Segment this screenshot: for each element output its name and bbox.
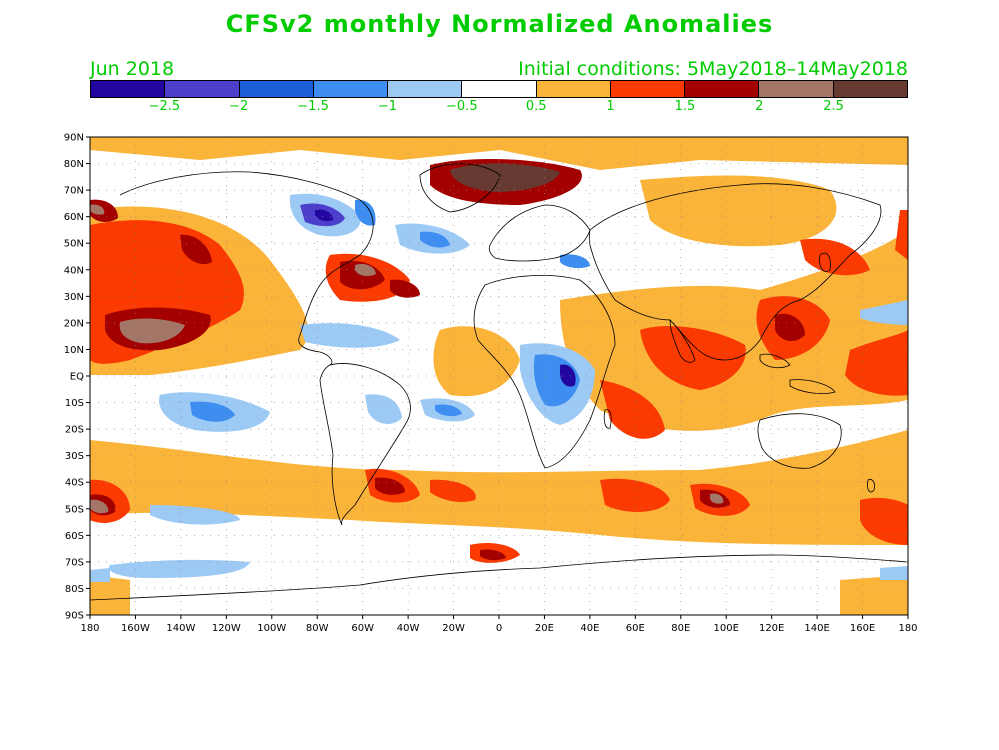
lat-tick-label: 40N [64, 265, 84, 276]
colorbar-labels: −2.5 −2 −1.5 −1 −0.5 0.5 1 1.5 2 2.5 [90, 99, 908, 117]
forecast-month: Jun 2018 [90, 58, 175, 80]
lon-tick-label: 120E [759, 623, 784, 634]
lat-tick-label: 10S [65, 398, 84, 409]
colorbar-swatch [610, 81, 686, 97]
colorbar-label: −2 [229, 99, 249, 114]
lon-tick-label: 140E [804, 623, 829, 634]
lat-tick-label: EQ [70, 372, 84, 383]
lat-tick-label: 20N [64, 318, 84, 329]
lat-tick-label: 90S [65, 611, 84, 622]
lat-tick-label: 80S [65, 584, 84, 595]
lat-tick-label: 10N [64, 345, 84, 356]
lon-tick-label: 20W [442, 623, 465, 634]
colorbar-swatch [685, 81, 760, 97]
map-ticks: 180 160W 140W 120W 100W 80W 60W 40W 20W 0 20E 40E 60… [64, 133, 918, 635]
lon-tick-label: 20E [535, 623, 554, 634]
lat-tick-label: 30N [64, 292, 84, 303]
lat-tick-label: 80N [64, 159, 84, 170]
colorbar-swatch [759, 81, 834, 97]
colorbar-swatch [536, 81, 611, 97]
colorbar-label: 1 [606, 99, 615, 114]
map-frame [89, 136, 909, 616]
lat-tick-label: 50S [65, 504, 84, 515]
lon-tick-label: 100E [714, 623, 739, 634]
lon-tick-label: 100W [257, 623, 286, 634]
lon-tick-label: 140W [166, 623, 195, 634]
lon-tick-label: 180 [80, 623, 99, 634]
colorbar-label: −2.5 [148, 99, 181, 114]
lat-tick-label: 20S [65, 425, 84, 436]
lon-tick-label: 40E [580, 623, 599, 634]
anomaly-field [90, 137, 908, 615]
initial-conditions: Initial conditions: 5May2018–14May2018 [518, 58, 908, 80]
lon-tick-label: 60W [351, 623, 374, 634]
colorbar-swatch [388, 81, 463, 97]
colorbar-swatch [239, 81, 314, 97]
colorbar-swatch [833, 81, 907, 97]
colorbar-swatch [462, 81, 537, 97]
lon-tick-label: 180 [898, 623, 917, 634]
lon-tick-label: 40W [397, 623, 420, 634]
colorbar-label: 0.5 [525, 99, 547, 114]
coastlines [90, 163, 908, 601]
lon-tick-label: 80W [306, 623, 329, 634]
lat-tick-label: 40S [65, 478, 84, 489]
lat-tick-label: 50N [64, 239, 84, 250]
map-gridlines [90, 137, 908, 615]
colorbar-label: −1.5 [297, 99, 329, 114]
lat-tick-label: 30S [65, 451, 84, 462]
lat-tick-label: 70N [64, 186, 84, 197]
colorbar [90, 80, 908, 98]
colorbar-swatch [165, 81, 240, 97]
lon-tick-label: 160E [850, 623, 875, 634]
lat-tick-label: 90N [64, 133, 84, 144]
lon-tick-label: 80E [671, 623, 690, 634]
lon-tick-label: 60E [626, 623, 645, 634]
lat-tick-label: 70S [65, 557, 84, 568]
colorbar-label: −1 [377, 99, 398, 114]
colorbar-label: 2.5 [823, 99, 844, 114]
lat-tick-label: 60S [65, 531, 84, 542]
colorbar-label: 1.5 [674, 99, 696, 114]
colorbar-swatch [91, 81, 166, 97]
chart-title: CFSv2 monthly Normalized Anomalies [225, 10, 774, 38]
colorbar-label: −0.5 [446, 99, 478, 114]
lon-tick-label: 0 [496, 623, 502, 634]
lon-tick-label: 160W [121, 623, 150, 634]
colorbar-swatch [313, 81, 389, 97]
lon-tick-label: 120W [212, 623, 241, 634]
lat-tick-label: 60N [64, 212, 84, 223]
colorbar-label: 2 [755, 99, 764, 114]
